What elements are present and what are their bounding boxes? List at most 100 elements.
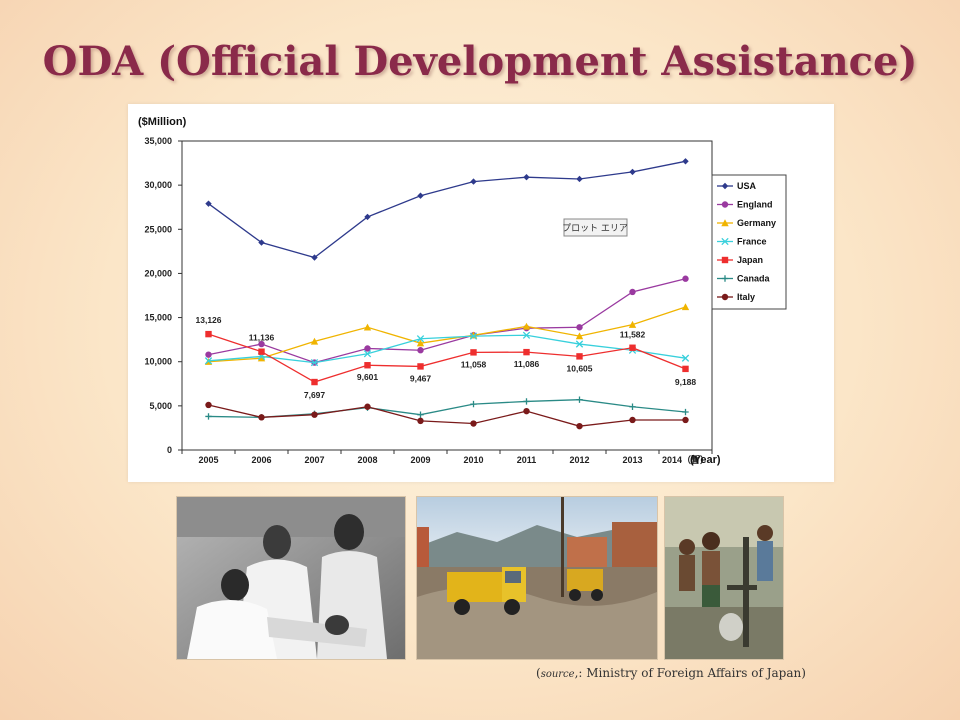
data-point-england — [205, 351, 212, 358]
data-point-italy — [576, 422, 583, 430]
x-tick-label: 2008 — [357, 455, 377, 465]
y-tick-label: 35,000 — [144, 136, 172, 146]
data-point-france — [681, 354, 690, 362]
oda-line-chart: ($Million) 0 5,000 10,000 15,000 20,000 25,00… — [128, 104, 834, 482]
data-label-japan: 7,697 — [304, 390, 326, 400]
series-line-japan — [208, 333, 686, 383]
x-tick-label: 2011 — [517, 455, 537, 465]
data-point-italy — [205, 401, 212, 409]
x-tick-label: 2010 — [463, 455, 483, 465]
data-point-canada — [629, 403, 636, 410]
legend-label-england: England — [737, 200, 773, 210]
data-point-germany — [257, 354, 266, 362]
legend-marker-usa — [721, 182, 729, 190]
x-tick-label: 2006 — [251, 455, 271, 465]
plot-area-tag: プロット エリア — [562, 218, 628, 237]
data-point-england — [364, 345, 371, 352]
series-line-germany — [208, 306, 686, 363]
data-point-japan — [417, 363, 424, 370]
x-axis-label: (Year) — [690, 454, 721, 466]
legend-marker-japan — [721, 256, 729, 264]
x-tick-label: 2009 — [410, 455, 430, 465]
x-tick-label: 2005 — [198, 455, 218, 465]
data-label-japan: 11,086 — [514, 359, 540, 369]
data-label-japan: 11,058 — [461, 359, 487, 369]
data-point-japan — [311, 378, 318, 386]
construction-truck-photo — [416, 496, 658, 660]
data-point-japan — [629, 344, 636, 351]
data-point-italy — [629, 416, 636, 424]
data-point-italy — [417, 417, 424, 425]
data-point-japan — [682, 365, 689, 373]
legend-label-germany: Germany — [737, 218, 776, 228]
data-point-canada — [205, 413, 212, 420]
data-point-england — [629, 288, 636, 296]
data-point-italy — [311, 411, 318, 418]
source-text: Ministry of Foreign Affairs of Japan) — [586, 666, 806, 680]
legend-marker-france — [721, 237, 729, 246]
data-point-japan — [470, 349, 477, 356]
data-label-japan: 9,188 — [675, 377, 697, 387]
data-point-usa — [523, 173, 530, 181]
legend-label-italy: Italy — [737, 292, 755, 302]
plot-area-tag-label: プロット エリア — [562, 223, 628, 234]
data-point-italy — [258, 414, 265, 421]
legend-marker-germany — [721, 219, 729, 227]
data-point-italy — [682, 416, 689, 424]
y-tick-label: 0 — [167, 445, 172, 455]
doctors-treating-patient-photo — [176, 496, 406, 660]
data-point-germany — [628, 320, 637, 328]
data-point-france — [416, 335, 425, 343]
data-point-germany — [310, 337, 319, 345]
legend-marker-canada — [721, 275, 729, 282]
data-point-england — [576, 324, 583, 331]
data-point-usa — [682, 158, 689, 165]
data-point-england — [417, 347, 424, 354]
data-point-england — [682, 275, 689, 282]
data-point-italy — [364, 403, 371, 410]
x-tick-label: 2007 — [304, 455, 324, 465]
data-point-usa — [364, 213, 371, 221]
y-tick-label: 25,000 — [144, 224, 172, 234]
source-label: source — [540, 669, 575, 680]
data-point-canada — [523, 398, 530, 405]
legend-label-canada: Canada — [737, 274, 771, 284]
y-axis-label: ($Million) — [138, 116, 187, 128]
data-point-usa — [258, 239, 265, 246]
data-point-germany — [522, 322, 531, 330]
slide-title: ODA (Official Development Assistance) — [42, 38, 918, 85]
children-at-water-pump-photo — [664, 496, 784, 660]
data-point-france — [575, 340, 584, 348]
y-tick-label: 15,000 — [144, 313, 172, 323]
data-label-japan: 10,605 — [567, 363, 593, 373]
data-point-japan — [576, 353, 583, 360]
series-line-france — [208, 334, 686, 364]
data-point-germany — [681, 303, 690, 311]
data-point-usa — [629, 168, 636, 176]
data-point-canada — [682, 408, 689, 416]
data-point-france — [522, 331, 531, 339]
series-line-england — [208, 278, 686, 364]
y-tick-label: 10,000 — [144, 357, 172, 367]
source-open-paren: ( — [536, 666, 541, 680]
legend-label-france: France — [737, 237, 767, 247]
data-point-canada — [576, 396, 583, 403]
series-line-italy — [208, 404, 686, 427]
data-label-japan: 9,601 — [357, 372, 379, 382]
x-tick-label: 2013 — [622, 455, 642, 465]
data-point-usa — [470, 178, 477, 185]
data-point-japan — [523, 348, 530, 356]
data-point-germany — [363, 323, 372, 331]
series-line-usa — [208, 160, 686, 259]
data-point-england — [258, 340, 265, 348]
data-point-usa — [311, 254, 318, 261]
data-point-germany — [416, 339, 425, 347]
legend-marker-italy — [721, 293, 729, 301]
legend-label-japan: Japan — [737, 255, 763, 265]
legend-marker-england — [721, 201, 729, 208]
data-point-japan — [364, 362, 371, 369]
data-label-japan: 11,136 — [249, 333, 275, 343]
source-colon: ,: — [574, 666, 587, 680]
chart-legend: USA England Germany France Japan Canada Italy — [711, 174, 787, 310]
data-point-france — [310, 358, 319, 367]
